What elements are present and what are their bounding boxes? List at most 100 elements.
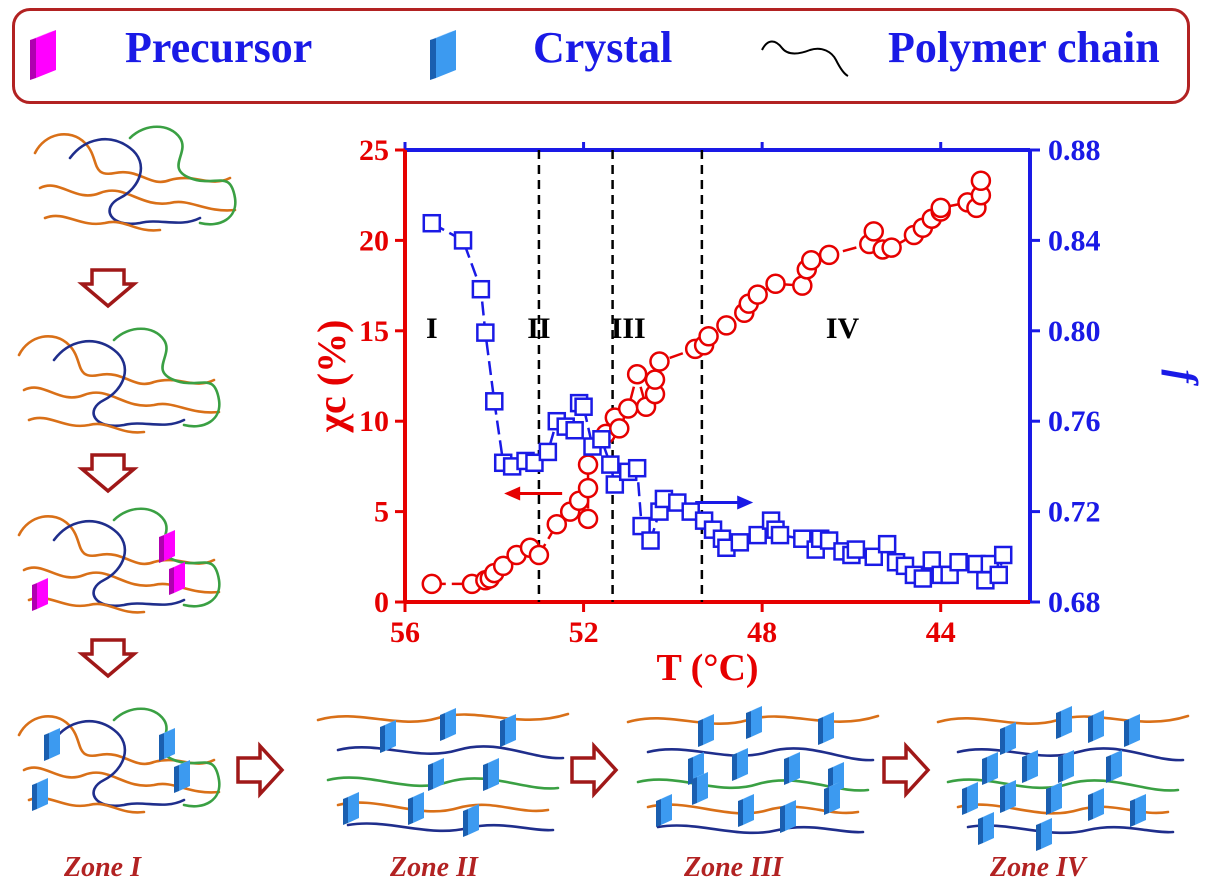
f-point — [453, 231, 473, 250]
f-point — [770, 525, 790, 545]
chi-c-point — [863, 221, 884, 242]
f-point — [574, 397, 593, 416]
polymer-chain — [646, 747, 875, 762]
polymer-chain — [966, 824, 1175, 835]
crystal-block-icon — [1000, 780, 1016, 813]
right-arrow-icon — [570, 741, 619, 799]
down-arrow-icon — [77, 638, 139, 679]
crystal-block-icon — [159, 728, 175, 761]
crystal-block-icon — [440, 708, 456, 741]
region-label-1: I — [426, 312, 438, 345]
crystal-block-icon — [978, 812, 994, 845]
polymer-chain — [43, 214, 162, 232]
crystal-block-icon — [1000, 722, 1016, 755]
x-tick-label: 44 — [926, 616, 956, 649]
crystal-block-icon — [463, 804, 479, 837]
chi-c-point — [617, 398, 639, 419]
f-point — [525, 453, 544, 473]
f-point — [949, 552, 968, 572]
zone-label-1: Zone I — [64, 852, 141, 883]
crystal-block-icon — [1130, 794, 1146, 827]
crystal-block-icon — [1124, 714, 1140, 747]
precursor-block-icon — [159, 530, 175, 563]
chi-c-point — [930, 197, 951, 219]
legend-label-polymer-chain: Polymer chain — [888, 23, 1160, 72]
polymer-chain — [52, 720, 186, 808]
right-arrow-icon — [882, 741, 931, 799]
crystal-block-icon — [824, 782, 840, 815]
chi-c-point — [492, 555, 514, 577]
crystal-legend-icon — [430, 30, 456, 80]
y-right-tick-label: 0.88 — [1048, 134, 1101, 167]
polymer-chain — [336, 745, 565, 760]
chi-c-point — [765, 273, 786, 295]
f-point — [641, 531, 660, 550]
f-point — [627, 458, 647, 478]
y-left-tick-label: 5 — [374, 496, 389, 529]
crystal-block-icon — [692, 772, 708, 805]
y-left-tick-label: 20 — [359, 224, 389, 257]
f-point — [485, 392, 504, 411]
crystal-block-icon — [656, 794, 672, 827]
crystal-block-icon — [408, 792, 424, 825]
crystal-block-icon — [343, 792, 359, 825]
polymer-chain — [316, 712, 570, 723]
chi-c-point — [649, 351, 670, 372]
f-point — [476, 323, 495, 342]
chi-c-point — [577, 454, 599, 475]
crystal-block-icon — [1088, 710, 1104, 743]
polymer-chain — [27, 416, 146, 434]
f-point — [993, 545, 1013, 565]
chi-c-point — [818, 244, 840, 266]
x-axis-title: T (°C) — [656, 647, 758, 689]
f-point — [864, 547, 883, 567]
chi-c-point — [609, 418, 630, 439]
crystal-block-icon — [962, 782, 978, 815]
crystal-block-icon — [1046, 782, 1062, 815]
chain-tangle-1 — [33, 125, 237, 232]
polymer-chain — [336, 801, 550, 813]
region-label-3: III — [611, 312, 646, 345]
polymer-chain — [112, 507, 221, 608]
f-point — [730, 533, 750, 552]
ordered-state-4 — [936, 706, 1190, 851]
legend-label-crystal: Crystal — [533, 23, 673, 72]
f-point — [989, 565, 1008, 585]
polymer-chain — [128, 125, 237, 226]
f-point — [877, 534, 897, 554]
crystal-block-icon — [784, 752, 800, 785]
f-point — [592, 430, 611, 449]
f-point — [471, 279, 491, 299]
y-right-tick-label: 0.84 — [1048, 224, 1101, 257]
crystal-block-icon — [428, 758, 444, 791]
f-point — [565, 420, 584, 440]
y-right-tick-label: 0.68 — [1048, 586, 1101, 619]
axis-indicator-arrow-1 — [504, 486, 563, 501]
chi-c-point — [970, 170, 992, 191]
crystal-block-icon — [738, 794, 754, 827]
y-left-axis-title: χc (%) — [309, 320, 354, 434]
f-point — [748, 525, 767, 545]
chain-tangle-3 — [17, 507, 221, 614]
polymer-chain — [656, 824, 865, 835]
f-point — [538, 442, 558, 462]
y-left-tick-label: 0 — [374, 586, 389, 619]
f-point — [913, 569, 933, 588]
polymer-chain — [52, 520, 186, 608]
polymer-chain-legend-icon — [761, 40, 849, 77]
y-left-tick-label: 10 — [359, 405, 389, 438]
chain-tangle-4 — [17, 707, 221, 814]
chi-c-point — [716, 315, 737, 336]
polymer-chain — [326, 776, 560, 790]
crystal-block-icon — [380, 720, 396, 753]
crystal-block-icon — [174, 760, 190, 793]
chi-c-point — [626, 363, 648, 385]
y-right-tick-label: 0.80 — [1048, 315, 1101, 348]
polymer-chain — [956, 747, 1185, 762]
y-right-axis-title: f — [1161, 369, 1206, 386]
crystal-block-icon — [780, 800, 796, 833]
f-point — [422, 213, 442, 233]
chi-c-point — [644, 369, 666, 390]
